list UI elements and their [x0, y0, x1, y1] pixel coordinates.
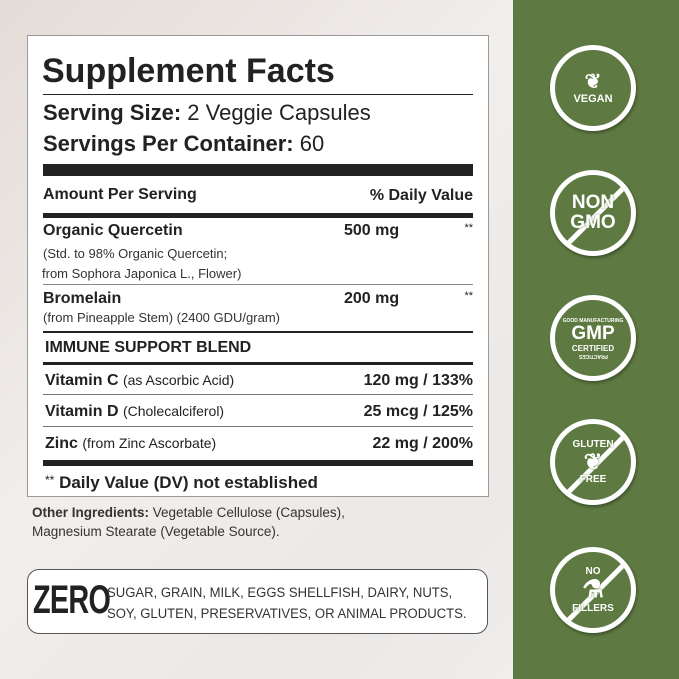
serving-size-value: 2 Veggie Capsules — [187, 100, 371, 125]
badge-text: GMP — [571, 322, 615, 344]
blend-row: Zinc (from Zinc Ascorbate) — [45, 435, 216, 453]
other-ingredients: Other Ingredients: Vegetable Cellulose (… — [32, 503, 345, 541]
servings-value: 60 — [299, 131, 325, 156]
footnote: Daily Value (DV) not established — [59, 473, 318, 492]
other-ingredients-line1: Vegetable Cellulose (Capsules), — [152, 505, 345, 520]
badge-text: NO — [585, 566, 601, 577]
zero-word: ZERO — [33, 578, 111, 622]
zero-line1: SUGAR, GRAIN, MILK, EGGS SHELLFISH, DAIR… — [107, 585, 453, 600]
non-gmo-icon: NON GMO — [550, 170, 636, 256]
gmp-icon: GOOD MANUFACTURING GMP CERTIFIED PRACTIC… — [550, 295, 636, 381]
badge-text: VEGAN — [573, 93, 613, 105]
serving-size-label: Serving Size: — [43, 100, 182, 125]
footnote-mark: ** — [45, 473, 55, 487]
badge-text: GMO — [570, 212, 616, 233]
badge-text: GLUTEN — [572, 439, 614, 450]
bromelain-name: Bromelain — [43, 290, 122, 307]
nutrient-amount: 120 mg / 133% — [363, 372, 473, 389]
nutrient-name: Zinc — [45, 435, 78, 452]
quercetin-dv: ** — [464, 222, 473, 234]
nutrient-amount: 22 mg / 200% — [372, 435, 474, 452]
zero-box: ZERO SUGAR, GRAIN, MILK, EGGS SHELLFISH,… — [27, 569, 488, 634]
blend-row: Vitamin C (as Ascorbic Acid) — [45, 372, 234, 390]
wheat-icon: ❦ VEGAN — [550, 45, 636, 131]
certification-panel: ❦ VEGAN NON GMO GOOD MANUFACTURING GMP C… — [513, 0, 679, 679]
nutrient-source: (from Zinc Ascorbate) — [82, 435, 217, 451]
amount-header: Amount Per Serving — [43, 186, 197, 203]
quercetin-sub2: from Sophora Japonica L., Flower) — [42, 266, 242, 281]
quercetin-amount: 500 mg — [344, 222, 400, 239]
supplement-facts-label: Supplement Facts Serving Size: 2 Veggie … — [27, 35, 489, 497]
quercetin-name: Organic Quercetin — [43, 222, 183, 239]
dv-header: % Daily Value — [369, 187, 473, 204]
zero-line2: SOY, GLUTEN, PRESERVATIVES, OR ANIMAL PR… — [107, 606, 467, 621]
bromelain-amount: 200 mg — [344, 290, 400, 307]
blend-title: IMMUNE SUPPORT BLEND — [45, 339, 252, 356]
bromelain-sub: (from Pineapple Stem) (2400 GDU/gram) — [43, 310, 280, 325]
badge-text: GOOD MANUFACTURING — [562, 317, 624, 324]
label-title: Supplement Facts — [42, 52, 335, 90]
servings-label: Servings Per Container: — [43, 131, 294, 156]
blend-row: Vitamin D (Cholecalciferol) — [45, 403, 224, 421]
flask-icon: NO ⚗ FILLERS — [550, 547, 636, 633]
bromelain-dv: ** — [464, 290, 473, 302]
badge-text: CERTIFIED — [571, 343, 615, 353]
nutrient-amount: 25 mcg / 125% — [363, 403, 473, 420]
divider — [43, 164, 473, 176]
nutrient-source: (as Ascorbic Acid) — [122, 372, 235, 388]
other-ingredients-label: Other Ingredients: — [32, 505, 150, 520]
badge-text: FREE — [579, 474, 607, 485]
other-ingredients-line2: Magnesium Stearate (Vegetable Source). — [32, 524, 280, 539]
badge-text: NON — [571, 192, 615, 213]
nutrient-name: Vitamin D — [45, 403, 119, 420]
badge-text: PRACTICES — [578, 352, 608, 359]
quercetin-sub1: (Std. to 98% Organic Quercetin; — [43, 246, 228, 261]
zero-list: SUGAR, GRAIN, MILK, EGGS SHELLFISH, DAIR… — [107, 582, 466, 624]
nutrient-source: (Cholecalciferol) — [122, 403, 225, 419]
nutrient-name: Vitamin C — [45, 372, 119, 389]
gluten-free-icon: GLUTEN ❦ FREE — [550, 419, 636, 505]
badge-text: FILLERS — [572, 603, 614, 614]
